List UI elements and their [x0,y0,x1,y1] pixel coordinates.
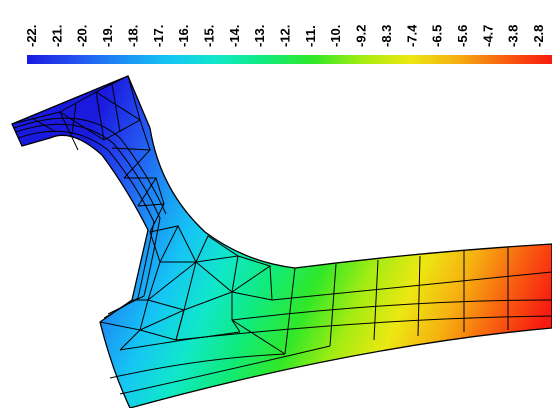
legend-tick-label: -19. [100,25,115,47]
field-fill [12,76,552,408]
mesh-right-arm [109,247,552,395]
legend-tick-label: -20. [75,25,90,47]
legend-color-bar [27,55,552,64]
legend-tick-label: -4.7 [480,25,495,47]
legend-tick-label: -6.5 [430,25,445,47]
legend-tick-label: -8.3 [379,25,394,47]
color-legend: -22. -21. -20. -19. -18. -17. -16. -15. -14. -13.… [24,24,552,64]
legend-tick-label: -15. [201,25,216,47]
legend-tick-label: -7.4 [404,24,419,47]
legend-tick-label: -22. [24,25,39,47]
mesh-edge-layers [13,117,167,319]
legend-tick-label: -12. [278,25,293,47]
legend-tick-labels: -22. -21. -20. -19. -18. -17. -16. -15. -14. -13.… [24,24,546,47]
legend-tick-label: -9.2 [354,25,369,47]
legend-tick-label: -17. [151,25,166,47]
legend-tick-label: -11. [303,25,318,47]
mesh-part [11,75,552,408]
legend-tick-label: -14. [227,25,242,47]
mesh-outline [11,75,552,408]
legend-tick-label: -10. [328,25,343,47]
legend-tick-label: -16. [176,25,191,47]
legend-tick-label: -2.8 [531,25,546,47]
mesh-top-lobe [11,75,165,233]
legend-tick-label: -13. [252,25,267,47]
legend-tick-label: -21. [49,25,64,47]
legend-tick-label: -18. [125,25,140,47]
legend-tick-label: -3.8 [506,25,521,47]
legend-tick-label: -5.6 [455,25,470,47]
